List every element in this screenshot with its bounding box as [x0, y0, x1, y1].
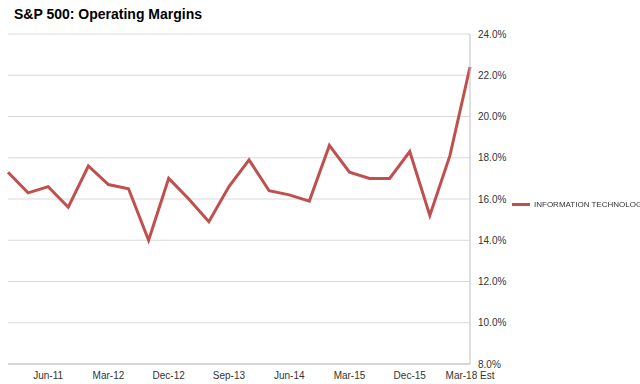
- svg-text:Jun-11: Jun-11: [33, 370, 63, 381]
- svg-text:12.0%: 12.0%: [478, 276, 506, 287]
- svg-text:Jun-14: Jun-14: [274, 370, 305, 381]
- svg-text:Dec-15: Dec-15: [394, 370, 427, 381]
- svg-text:Dec-12: Dec-12: [153, 370, 186, 381]
- svg-text:18.0%: 18.0%: [478, 152, 506, 163]
- svg-text:22.0%: 22.0%: [478, 70, 506, 81]
- svg-text:Mar-15: Mar-15: [334, 370, 366, 381]
- svg-text:20.0%: 20.0%: [478, 111, 506, 122]
- html-text:S&P 500: Operating Margins: S&P 500: Operating Margins: [14, 6, 202, 22]
- svg-text:Sep-13: Sep-13: [213, 370, 246, 381]
- svg-text:10.0%: 10.0%: [478, 317, 506, 328]
- svg-text:14.0%: 14.0%: [478, 235, 506, 246]
- svg-text:8.0%: 8.0%: [478, 359, 501, 370]
- svg-text:Mar-12: Mar-12: [93, 370, 125, 381]
- svg-text:24.0%: 24.0%: [478, 29, 506, 40]
- svg-text:Mar-18 Est: Mar-18 Est: [446, 370, 495, 381]
- svg-text:16.0%: 16.0%: [478, 194, 506, 205]
